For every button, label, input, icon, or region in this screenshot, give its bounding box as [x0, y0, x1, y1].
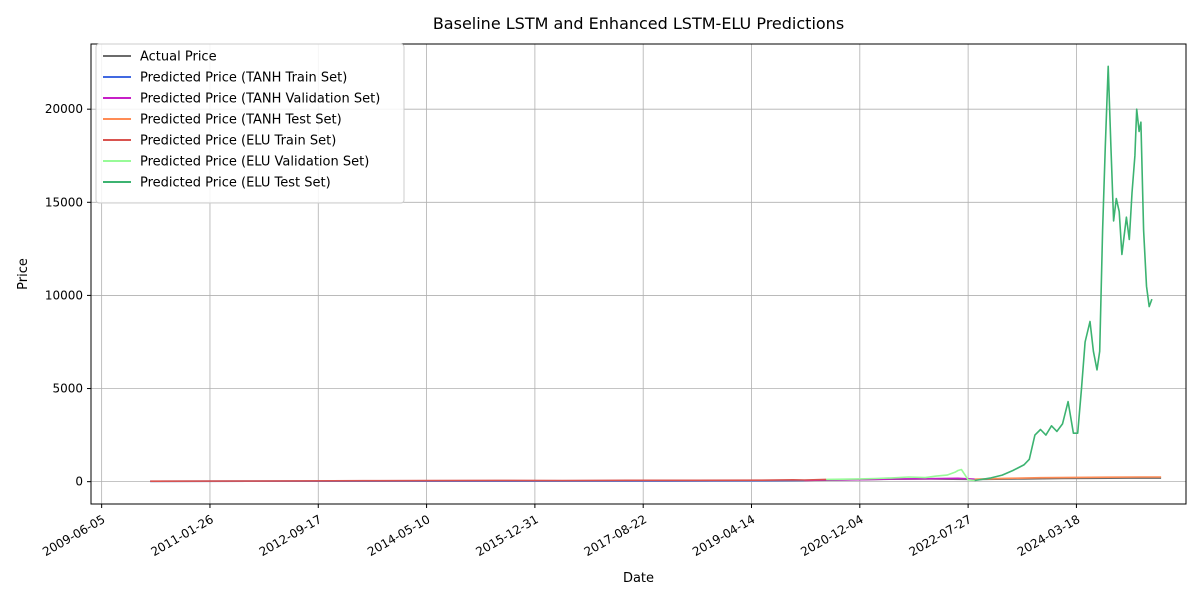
- x-tick-label: 2011-01-26: [148, 512, 215, 559]
- x-tick-label: 2020-12-04: [798, 512, 865, 559]
- legend-box: [95, 43, 405, 204]
- legend-label: Predicted Price (ELU Train Set): [140, 134, 336, 149]
- series-line-5: [826, 468, 975, 482]
- x-tick-label: 2024-03-18: [1015, 512, 1082, 559]
- x-axis-title: Date: [623, 571, 654, 586]
- y-tick-label: 5000: [52, 382, 83, 396]
- chart-title: Baseline LSTM and Enhanced LSTM-ELU Pred…: [433, 14, 844, 33]
- y-tick-label: 15000: [45, 195, 83, 209]
- series-lines: [150, 65, 1162, 483]
- series-line-6: [974, 65, 1153, 482]
- x-tick-label: 2009-06-05: [40, 512, 107, 559]
- legend-label: Predicted Price (ELU Test Set): [140, 176, 331, 191]
- x-axis-ticks: 2009-06-05 2011-01-26 2012-09-17 2014-05-10…: [40, 504, 1082, 559]
- x-tick-label: 2014-05-10: [365, 512, 432, 559]
- legend-label: Actual Price: [140, 50, 217, 65]
- y-tick-label: 10000: [45, 288, 83, 302]
- legend-label: Predicted Price (TANH Test Set): [140, 113, 342, 128]
- legend-label: Predicted Price (TANH Train Set): [140, 71, 347, 86]
- x-tick-label: 2019-04-14: [690, 512, 757, 559]
- x-tick-label: 2017-08-22: [582, 512, 649, 559]
- legend-label: Predicted Price (TANH Validation Set): [140, 92, 380, 107]
- series-line-4: [150, 478, 827, 483]
- x-tick-label: 2012-09-17: [257, 512, 324, 559]
- legend-label: Predicted Price (ELU Validation Set): [140, 155, 369, 170]
- y-axis-ticks: 0 5000 10000 15000 20000: [45, 102, 91, 489]
- x-tick-label: 2015-12-31: [473, 512, 540, 559]
- y-tick-label: 0: [75, 475, 83, 489]
- y-axis-title: Price: [16, 258, 31, 290]
- legend: Actual Price Predicted Price (TANH Train …: [95, 43, 405, 204]
- y-tick-label: 20000: [45, 102, 83, 116]
- x-tick-label: 2022-07-27: [907, 512, 974, 559]
- series-line-3: [974, 476, 1162, 480]
- plot-frame: [90, 43, 1187, 505]
